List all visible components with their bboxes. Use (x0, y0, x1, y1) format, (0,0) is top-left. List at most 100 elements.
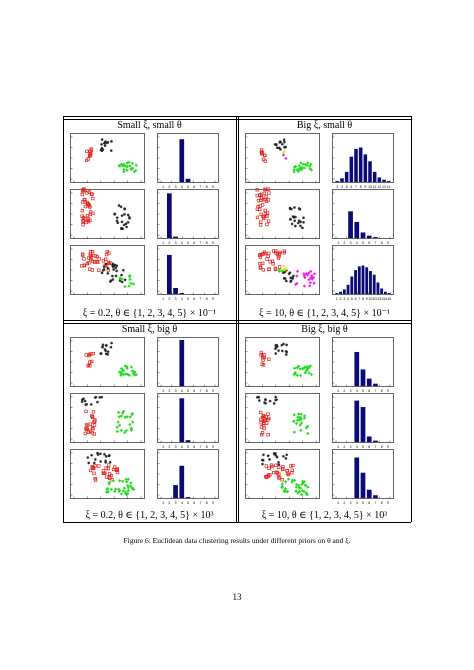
scatter-plot-q2-r0 (70, 337, 145, 387)
scatter-point (294, 489, 298, 493)
scatter-point (260, 253, 264, 257)
scatter-point (117, 423, 122, 428)
scatter-point (81, 252, 85, 256)
tick-label: 6 (193, 501, 195, 505)
scatter-point (88, 468, 93, 473)
scatter-point (120, 227, 123, 231)
scatter-point (264, 475, 269, 480)
scatter-point (268, 457, 271, 461)
scatter-point (83, 204, 88, 209)
scatter-point (284, 267, 289, 271)
tick-label: 7 (199, 297, 201, 301)
axes-frame (157, 449, 219, 499)
scatter-point (263, 153, 267, 157)
scatter-point (297, 164, 302, 168)
histogram-bar (349, 156, 354, 182)
axes-frame (157, 189, 219, 239)
scatter-point (99, 148, 103, 152)
scatter-point (259, 425, 264, 429)
quadrant-title-small-xi-big-theta: Small ξ, big θ (121, 324, 178, 335)
scatter-point (106, 266, 110, 270)
tick-label: 9 (387, 445, 389, 449)
scatter-point (128, 277, 132, 282)
scatter-point (291, 463, 295, 468)
histogram-bar (185, 497, 191, 498)
scatter-point (272, 402, 276, 405)
scatter-point (280, 269, 284, 273)
scatter-point (284, 456, 288, 460)
tick-label: 4 (181, 445, 183, 449)
tick-label: 3 (175, 501, 177, 505)
scatter-point (261, 157, 266, 162)
scatter-point (117, 415, 122, 419)
scatter-point (262, 453, 265, 457)
scatter-point (302, 273, 307, 278)
scatter-point (110, 139, 113, 143)
tick-label: 3 (336, 185, 338, 189)
scatter-point (275, 344, 279, 348)
scatter-point (90, 453, 94, 457)
tick-label: 9 (387, 501, 389, 505)
scatter-point (295, 274, 299, 278)
scatter-point (277, 476, 281, 480)
scatter-point (88, 205, 92, 209)
scatter-point (256, 199, 261, 203)
tick-label: 14 (387, 185, 391, 189)
histogram-bar (366, 378, 372, 386)
scatter-point (289, 464, 293, 468)
scatter-point (118, 279, 122, 283)
scatter-point (301, 226, 304, 230)
scatter-point (286, 477, 291, 481)
scatter-point (285, 489, 290, 494)
tick-label: 5 (187, 501, 189, 505)
scatter-point (106, 140, 110, 144)
tick-label: 10 (369, 297, 373, 301)
axes-frame (332, 189, 394, 239)
scatter-point (292, 478, 297, 483)
scatter-plot-q1-r1 (245, 187, 320, 239)
histogram-bar (339, 291, 343, 294)
scatter-point (85, 402, 89, 406)
scatter-point (290, 480, 294, 484)
scatter-point (127, 215, 131, 219)
scatter-point (131, 371, 136, 376)
tick-label: 4 (356, 501, 358, 505)
scatter-point (266, 433, 270, 437)
scatter-point (307, 284, 312, 288)
tick-label: 1 (162, 185, 164, 189)
scatter-point (129, 426, 133, 430)
tick-label: 4 (181, 389, 183, 393)
histogram-bar (369, 271, 372, 294)
tick-label: 2 (343, 445, 345, 449)
scatter-point (130, 161, 135, 166)
tick-label: 4 (356, 241, 358, 245)
quadrant-title-big-xi-small-theta: Big ξ, small θ (296, 120, 353, 131)
scatter-point (259, 196, 263, 200)
scatter-point (298, 416, 302, 420)
scatter-point (86, 157, 90, 161)
scatter-point (297, 219, 301, 223)
scatter-point (285, 343, 289, 347)
scatter-point (273, 143, 277, 146)
tick-label: 8 (206, 297, 208, 301)
scatter-point (307, 277, 311, 282)
scatter-point (91, 466, 95, 470)
scatter-point (296, 221, 300, 225)
axes-frame (245, 393, 320, 443)
tick-label: 6 (368, 241, 370, 245)
scatter-point (111, 265, 115, 269)
scatter-point (80, 400, 84, 404)
scatter-point (92, 471, 96, 476)
scatter-point (255, 215, 260, 219)
tick-label: 8 (206, 389, 208, 393)
scatter-point (285, 469, 289, 473)
scatter-point (124, 222, 128, 226)
scatter-point (294, 215, 297, 219)
tick-label: 2 (168, 389, 170, 393)
scatter-point (279, 147, 282, 151)
scatter-point (260, 362, 264, 366)
tick-label: 2 (168, 297, 170, 301)
scatter-plot-q1-r2 (245, 245, 320, 295)
scatter-point (288, 271, 292, 275)
